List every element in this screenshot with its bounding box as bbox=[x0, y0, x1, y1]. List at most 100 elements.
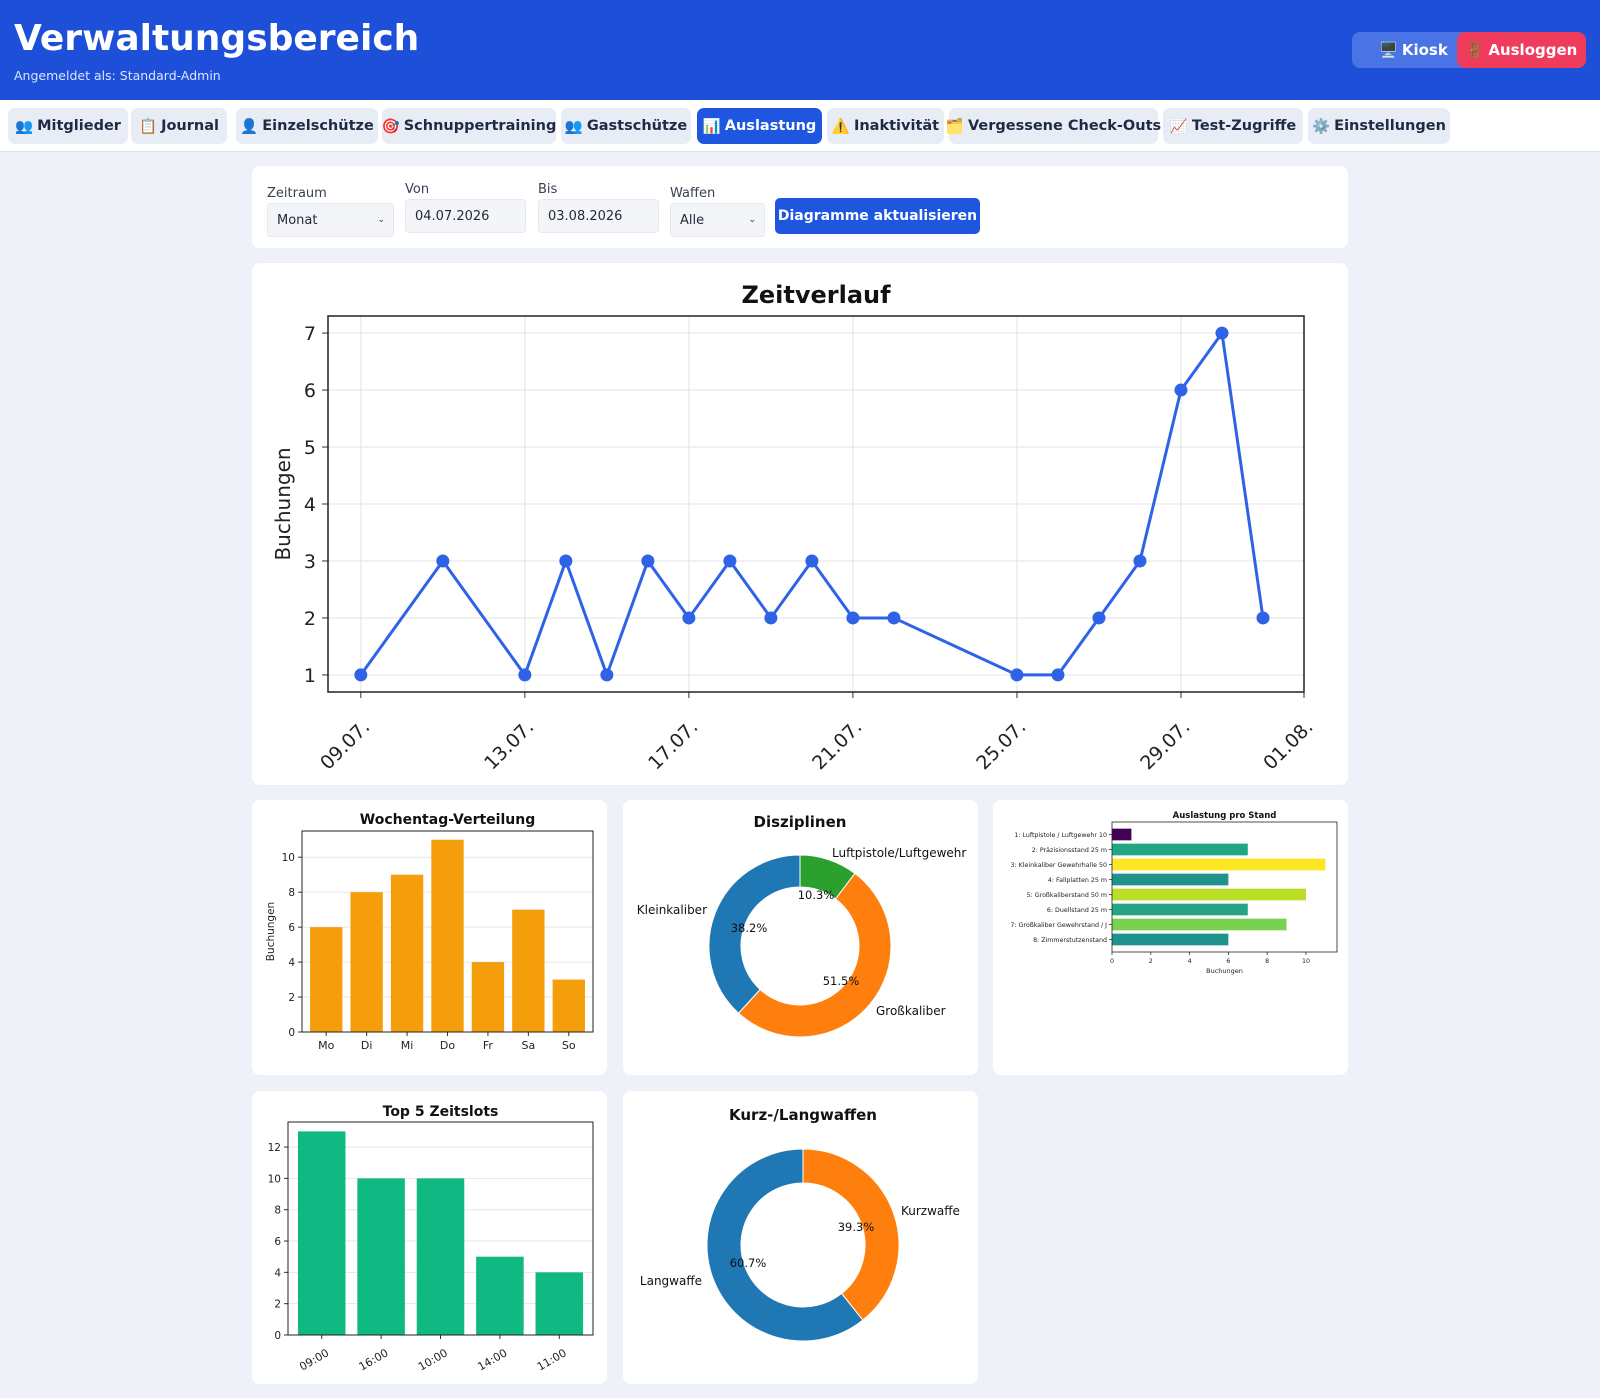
data-point bbox=[764, 611, 778, 625]
tab-test-zugriffe[interactable]: 📈 Test-Zugriffe bbox=[1163, 108, 1303, 144]
zeitraum-select[interactable]: Monat ⌄ bbox=[267, 203, 394, 237]
y-tick-label: 2 bbox=[288, 992, 295, 1004]
waffen-label: Waffen bbox=[670, 186, 716, 201]
data-point bbox=[1215, 326, 1229, 340]
bar bbox=[1112, 918, 1287, 931]
data-point bbox=[846, 611, 860, 625]
tab-einzelschuetze[interactable]: 👤 Einzelschütze bbox=[236, 108, 378, 144]
clipboard-icon: 📋 bbox=[139, 118, 158, 135]
waffen-select[interactable]: Alle ⌄ bbox=[670, 203, 765, 237]
timeslots-chart: Top 5 Zeitslots 0 2 4 6 8 10 12 09:00 16:00 10:00 1… bbox=[268, 1104, 594, 1373]
weekday-chart: Wochentag-Verteilung 0 2 4 6 8 10 Mo Di Mi Do Fr Sa S… bbox=[265, 812, 594, 1052]
tab-inaktivitaet[interactable]: ⚠️ Inaktivität bbox=[827, 108, 944, 144]
y-tick-label: 6 bbox=[304, 380, 316, 402]
update-charts-button[interactable]: Diagramme aktualisieren bbox=[775, 198, 980, 234]
tab-label: Einstellungen bbox=[1334, 118, 1446, 134]
x-tick-label: So bbox=[562, 1039, 576, 1052]
bar bbox=[1112, 903, 1248, 916]
plot-frame bbox=[301, 830, 594, 1033]
y-tick-label: 4: Fallplatten 25 m bbox=[1048, 877, 1107, 884]
timeline-chart: Zeitverlauf 09.07. 13.07. 17.07. 21.07. 25.07… bbox=[271, 281, 1318, 774]
data-point bbox=[1133, 554, 1147, 568]
y-tick-label: 6 bbox=[288, 922, 295, 934]
pie-slice bbox=[737, 872, 892, 1038]
slice-percent: 51.5% bbox=[823, 974, 860, 988]
x-tick-label: Mo bbox=[318, 1039, 334, 1052]
tab-auslastung[interactable]: 📊 Auslastung bbox=[697, 108, 822, 144]
bar bbox=[471, 962, 505, 1032]
data-point bbox=[1256, 611, 1270, 625]
bis-label: Bis bbox=[538, 182, 558, 197]
x-tick-label: 8 bbox=[1265, 958, 1269, 965]
tab-label: Journal bbox=[161, 118, 219, 134]
x-tick-label: Sa bbox=[521, 1039, 535, 1052]
tab-vergessene-check-outs[interactable]: 🗂️ Vergessene Check-Outs bbox=[945, 108, 1161, 144]
chevron-down-icon: ⌄ bbox=[748, 215, 756, 225]
tab-schnuppertraining[interactable]: 🎯 Schnuppertraining bbox=[382, 108, 556, 144]
weapons-chart: Kurz-/Langwaffen Kurzwaffe 39.3% Langwaffe 6… bbox=[640, 1106, 960, 1342]
disciplines-chart: Disziplinen Luftpistole/Luftgewehr 10.3% Gr… bbox=[637, 813, 966, 1038]
tab-label: Mitglieder bbox=[37, 118, 121, 134]
tab-gastschuetze[interactable]: 👥 Gastschütze bbox=[561, 108, 691, 144]
bar bbox=[390, 874, 424, 1032]
bar bbox=[1112, 828, 1132, 841]
header: Verwaltungsbereich Angemeldet als: Stand… bbox=[0, 0, 1600, 100]
tab-journal[interactable]: 📋 Journal bbox=[131, 108, 227, 144]
x-tick-label: 09:00 bbox=[297, 1346, 331, 1373]
x-tick-label: 16:00 bbox=[357, 1346, 391, 1373]
data-point bbox=[1051, 668, 1065, 682]
data-point bbox=[805, 554, 819, 568]
x-tick-label: 4 bbox=[1188, 958, 1192, 965]
tab-einstellungen[interactable]: ⚙️ Einstellungen bbox=[1308, 108, 1450, 144]
zeitraum-label: Zeitraum bbox=[267, 186, 327, 201]
y-tick-label: 4 bbox=[304, 494, 316, 516]
y-tick-label: 1: Luftpistole / Luftgewehr 10 bbox=[1014, 832, 1107, 839]
tab-bar: 👥 Mitglieder 📋 Journal 👤 Einzelschütze 🎯 Sch… bbox=[0, 100, 1600, 152]
chart-title: Disziplinen bbox=[754, 813, 847, 831]
timeslots-chart-card: Top 5 Zeitslots 0 2 4 6 8 10 12 09:00 16:00 10:00 1… bbox=[252, 1091, 607, 1384]
data-point bbox=[518, 668, 532, 682]
slice-label: Kleinkaliber bbox=[637, 903, 707, 917]
chart-title: Wochentag-Verteilung bbox=[360, 812, 535, 828]
bis-date-input[interactable]: 03.08.2026 bbox=[538, 199, 659, 233]
x-tick-label: 0 bbox=[1110, 958, 1114, 965]
chevron-down-icon: ⌄ bbox=[377, 215, 385, 225]
y-tick-label: 8: Zimmerstutzenstand bbox=[1033, 937, 1107, 944]
bis-value: 03.08.2026 bbox=[548, 208, 623, 224]
von-label: Von bbox=[405, 182, 430, 197]
logout-button[interactable]: 🚪 Ausloggen bbox=[1457, 32, 1586, 68]
y-tick-label: 7 bbox=[304, 323, 316, 345]
y-tick-label: 2 bbox=[274, 1299, 281, 1311]
tab-mitglieder[interactable]: 👥 Mitglieder bbox=[8, 108, 128, 144]
waffen-value: Alle bbox=[680, 212, 705, 228]
y-tick-label: 12 bbox=[268, 1142, 281, 1154]
card-index-icon: 🗂️ bbox=[945, 118, 964, 135]
slice-percent: 10.3% bbox=[798, 888, 835, 902]
tab-label: Inaktivität bbox=[853, 118, 940, 134]
disciplines-chart-card: Disziplinen Luftpistole/Luftgewehr 10.3% Gr… bbox=[623, 800, 978, 1075]
von-date-input[interactable]: 04.07.2026 bbox=[405, 199, 526, 233]
y-tick-label: 2 bbox=[304, 608, 316, 630]
x-tick-label: Do bbox=[440, 1039, 455, 1052]
plot-frame bbox=[287, 1121, 594, 1336]
kiosk-button[interactable]: 🖥️ Kiosk bbox=[1352, 32, 1475, 68]
x-axis-label: Buchungen bbox=[1206, 967, 1243, 975]
y-tick-label: 1 bbox=[304, 665, 316, 687]
y-tick-label: 5 bbox=[304, 437, 316, 459]
logout-label: Ausloggen bbox=[1488, 41, 1578, 59]
y-tick-label: 6: Duellstand 25 m bbox=[1047, 907, 1107, 914]
slice-percent: 38.2% bbox=[731, 921, 768, 935]
bar bbox=[416, 1178, 465, 1335]
user-icon: 👤 bbox=[240, 118, 259, 135]
data-point bbox=[682, 611, 696, 625]
x-tick-label: 13.07. bbox=[480, 716, 538, 774]
data-point bbox=[887, 611, 901, 625]
tab-label: Gastschütze bbox=[586, 118, 688, 134]
bar bbox=[1112, 873, 1229, 886]
x-tick-label: Di bbox=[361, 1039, 373, 1052]
pie-slice bbox=[802, 1148, 900, 1321]
bar bbox=[552, 979, 585, 1032]
slice-label: Kurzwaffe bbox=[901, 1204, 960, 1218]
warning-icon: ⚠️ bbox=[831, 118, 850, 135]
monitor-icon: 🖥️ bbox=[1379, 41, 1398, 59]
